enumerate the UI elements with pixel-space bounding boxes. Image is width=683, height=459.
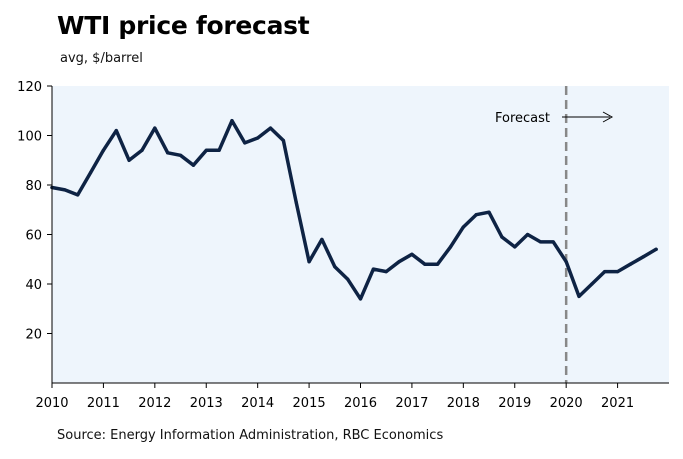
data-point	[101, 148, 106, 152]
data-point	[127, 158, 131, 162]
data-point	[294, 200, 298, 204]
y-tick-label: 120	[17, 80, 42, 95]
data-point	[191, 163, 195, 167]
data-point	[76, 193, 80, 197]
chart-title: WTI price forecast	[57, 11, 310, 40]
data-point	[423, 262, 427, 266]
data-point	[268, 126, 273, 130]
data-point	[140, 148, 144, 152]
x-tick-label: 2019	[498, 396, 531, 411]
y-tick-label: 100	[17, 130, 42, 145]
data-point	[204, 148, 208, 152]
x-tick-label: 2011	[87, 396, 120, 411]
data-point	[217, 148, 221, 152]
y-tick-label: 20	[25, 328, 42, 343]
data-point	[358, 297, 363, 301]
data-point	[628, 262, 633, 266]
data-point	[256, 136, 260, 140]
x-tick-label: 2018	[447, 396, 480, 411]
data-point	[474, 213, 478, 217]
chart-subtitle: avg, $/barrel	[60, 51, 143, 66]
data-point	[526, 232, 530, 237]
x-tick-label: 2012	[138, 396, 171, 411]
data-point	[333, 265, 337, 269]
y-tick-label: 80	[25, 179, 42, 194]
x-tick-label: 2021	[601, 396, 634, 411]
data-point	[615, 270, 620, 274]
forecast-arrow-head	[602, 111, 614, 123]
data-point	[487, 210, 491, 214]
data-point	[243, 141, 247, 145]
data-point	[281, 138, 285, 143]
x-tick-label: 2014	[241, 396, 274, 411]
data-point	[410, 252, 414, 256]
data-point	[88, 171, 93, 175]
plot-background	[52, 86, 669, 383]
x-tick-label: 2017	[395, 396, 428, 411]
source-note: Source: Energy Information Administratio…	[57, 428, 444, 443]
data-point	[564, 260, 568, 264]
forecast-annotation: Forecast	[495, 111, 550, 126]
x-tick-label: 2015	[293, 396, 326, 411]
y-tick-label: 60	[25, 229, 42, 244]
data-point	[371, 267, 375, 271]
data-point	[178, 153, 183, 157]
x-tick-label: 2016	[344, 396, 377, 411]
x-axis: 2010 2011 2012 2013 2014 2015 2016 2017 2018 2019…	[35, 383, 634, 411]
x-tick-label: 2010	[35, 396, 68, 411]
data-point	[603, 270, 607, 274]
data-point	[538, 240, 543, 244]
y-tick-label: 40	[25, 278, 42, 293]
data-point	[448, 245, 453, 249]
data-point	[436, 262, 440, 266]
data-point	[551, 240, 555, 244]
series-group	[50, 118, 658, 301]
data-point	[166, 151, 170, 155]
y-axis: 20 40 60 80 100 120	[17, 80, 52, 343]
data-point	[63, 188, 67, 192]
data-point	[114, 128, 118, 133]
x-tick-label: 2020	[550, 396, 583, 411]
data-point	[654, 247, 658, 251]
forecast-arrow-icon	[562, 111, 614, 123]
data-point	[461, 225, 465, 229]
data-point	[513, 245, 517, 249]
data-point	[230, 119, 234, 123]
data-point	[320, 237, 324, 242]
data-point	[384, 270, 388, 274]
series-line-wti	[50, 118, 658, 301]
data-point	[397, 260, 401, 264]
data-point	[500, 235, 504, 239]
data-point	[590, 282, 594, 286]
data-point	[153, 126, 157, 130]
x-tick-label: 2013	[190, 396, 223, 411]
data-point	[346, 277, 350, 281]
data-point	[307, 260, 311, 264]
data-point	[641, 255, 645, 259]
data-point	[577, 294, 581, 298]
